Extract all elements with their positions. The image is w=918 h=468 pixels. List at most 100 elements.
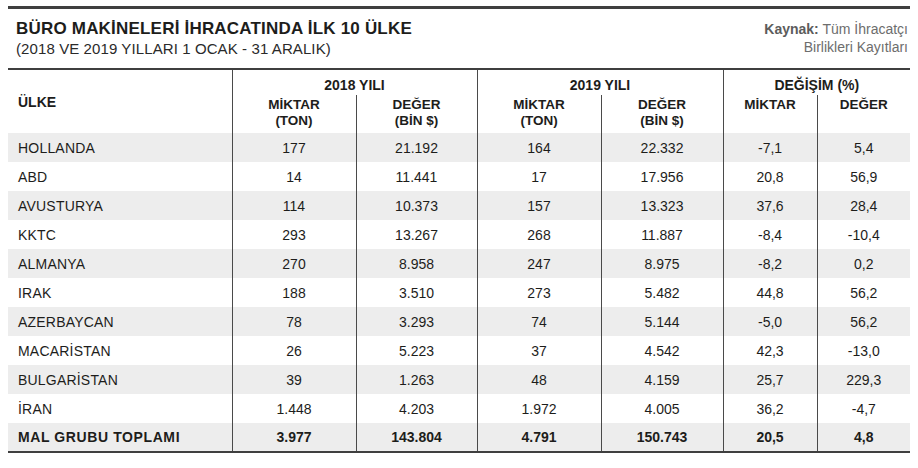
value-cell: 20,8: [723, 162, 817, 191]
value-cell: 11.887: [601, 220, 723, 249]
value-cell: 229,3: [817, 365, 910, 394]
table-row: BULGARİSTAN 39 1.263 48 4.159 25,7 229,3: [8, 365, 910, 394]
value-cell: 11.441: [356, 162, 477, 191]
title-block: BÜRO MAKİNELERİ İHRACATINDA İLK 10 ÜLKE …: [16, 18, 412, 59]
value-cell: 48: [477, 365, 601, 394]
table-row: ABD 14 11.441 17 17.956 20,8 56,9: [8, 162, 910, 191]
value-cell: -8,4: [723, 220, 817, 249]
value-cell: 26: [232, 336, 356, 365]
table-row: AZERBAYCAN 78 3.293 74 5.144 -5,0 56,2: [8, 307, 910, 336]
total-value-cell: 20,5: [723, 423, 817, 452]
top-rule-divider: [8, 6, 910, 9]
table-body: HOLLANDA 177 21.192 164 22.332 -7,1 5,4 …: [8, 133, 910, 452]
value-cell: 14: [232, 162, 356, 191]
value-cell: 4.005: [601, 394, 723, 423]
value-cell: 17.956: [601, 162, 723, 191]
value-cell: 4.159: [601, 365, 723, 394]
value-cell: -13,0: [817, 336, 910, 365]
source-line-2: Birlikleri Kayıtları: [764, 38, 908, 56]
value-cell: 247: [477, 249, 601, 278]
value-cell: 1.972: [477, 394, 601, 423]
value-cell: 293: [232, 220, 356, 249]
total-label-cell: MAL GRUBU TOPLAMI: [8, 423, 232, 452]
value-cell: 21.192: [356, 133, 477, 162]
country-cell: BULGARİSTAN: [8, 365, 232, 394]
column-header-value-change: DEĞER: [817, 95, 910, 133]
table-row: IRAK 188 3.510 273 5.482 44,8 56,2: [8, 278, 910, 307]
value-cell: 37: [477, 336, 601, 365]
value-cell: 5.223: [356, 336, 477, 365]
column-header-amount-change: MİKTAR: [723, 95, 817, 133]
total-value-cell: 150.743: [601, 423, 723, 452]
group-header-2018: 2018 YILI: [232, 69, 477, 95]
value-cell: -4,7: [817, 394, 910, 423]
value-cell: 17: [477, 162, 601, 191]
value-cell: 268: [477, 220, 601, 249]
group-header-row: ÜLKE 2018 YILI 2019 YILI DEĞİŞİM (%): [8, 69, 910, 95]
page-subtitle: (2018 VE 2019 YILLARI 1 OCAK - 31 ARALIK…: [16, 39, 412, 59]
column-header-value-2019: DEĞER(BİN $): [601, 95, 723, 133]
value-cell: 36,2: [723, 394, 817, 423]
country-cell: ABD: [8, 162, 232, 191]
country-cell: AVUSTURYA: [8, 191, 232, 220]
value-cell: 273: [477, 278, 601, 307]
source-text-1: Tüm İhracatçı: [819, 21, 908, 37]
value-cell: 56,2: [817, 278, 910, 307]
value-cell: 157: [477, 191, 601, 220]
table-row: KKTC 293 13.267 268 11.887 -8,4 -10,4: [8, 220, 910, 249]
value-cell: 270: [232, 249, 356, 278]
source-line-1: Kaynak: Tüm İhracatçı: [764, 20, 908, 38]
value-cell: -5,0: [723, 307, 817, 336]
country-cell: KKTC: [8, 220, 232, 249]
value-cell: 39: [232, 365, 356, 394]
data-table: ÜLKE 2018 YILI 2019 YILI DEĞİŞİM (%) MİK…: [8, 68, 910, 453]
table-row: ALMANYA 270 8.958 247 8.975 -8,2 0,2: [8, 249, 910, 278]
value-cell: 1.448: [232, 394, 356, 423]
table-row: MACARİSTAN 26 5.223 37 4.542 42,3 -13,0: [8, 336, 910, 365]
total-value-cell: 3.977: [232, 423, 356, 452]
value-cell: 25,7: [723, 365, 817, 394]
group-header-2019: 2019 YILI: [477, 69, 723, 95]
value-cell: 74: [477, 307, 601, 336]
value-cell: -8,2: [723, 249, 817, 278]
country-cell: AZERBAYCAN: [8, 307, 232, 336]
total-value-cell: 143.804: [356, 423, 477, 452]
value-cell: 114: [232, 191, 356, 220]
value-cell: 188: [232, 278, 356, 307]
value-cell: -7,1: [723, 133, 817, 162]
column-header-amount-2018: MİKTAR(TON): [232, 95, 356, 133]
value-cell: 164: [477, 133, 601, 162]
table-row: HOLLANDA 177 21.192 164 22.332 -7,1 5,4: [8, 133, 910, 162]
source-label: Kaynak:: [764, 21, 818, 37]
value-cell: 3.510: [356, 278, 477, 307]
value-cell: 3.293: [356, 307, 477, 336]
value-cell: 8.975: [601, 249, 723, 278]
value-cell: 56,2: [817, 307, 910, 336]
value-cell: 13.267: [356, 220, 477, 249]
total-value-cell: 4.791: [477, 423, 601, 452]
column-header-value-2018: DEĞER(BİN $): [356, 95, 477, 133]
country-cell: HOLLANDA: [8, 133, 232, 162]
value-cell: 177: [232, 133, 356, 162]
country-cell: IRAK: [8, 278, 232, 307]
column-header-amount-2019: MİKTAR(TON): [477, 95, 601, 133]
source-text-2: Birlikleri Kayıtları: [804, 39, 908, 55]
value-cell: 37,6: [723, 191, 817, 220]
value-cell: 13.323: [601, 191, 723, 220]
value-cell: 10.373: [356, 191, 477, 220]
value-cell: 1.263: [356, 365, 477, 394]
source-note: Kaynak: Tüm İhracatçı Birlikleri Kayıtla…: [764, 18, 908, 56]
value-cell: 28,4: [817, 191, 910, 220]
value-cell: 22.332: [601, 133, 723, 162]
table-total-row: MAL GRUBU TOPLAMI 3.977 143.804 4.791 15…: [8, 423, 910, 452]
value-cell: 56,9: [817, 162, 910, 191]
page: BÜRO MAKİNELERİ İHRACATINDA İLK 10 ÜLKE …: [0, 6, 918, 468]
header-bar: BÜRO MAKİNELERİ İHRACATINDA İLK 10 ÜLKE …: [16, 18, 908, 59]
page-title: BÜRO MAKİNELERİ İHRACATINDA İLK 10 ÜLKE: [16, 18, 412, 39]
total-value-cell: 4,8: [817, 423, 910, 452]
value-cell: 5.144: [601, 307, 723, 336]
group-header-change: DEĞİŞİM (%): [723, 69, 910, 95]
value-cell: 42,3: [723, 336, 817, 365]
value-cell: 78: [232, 307, 356, 336]
value-cell: 4.203: [356, 394, 477, 423]
